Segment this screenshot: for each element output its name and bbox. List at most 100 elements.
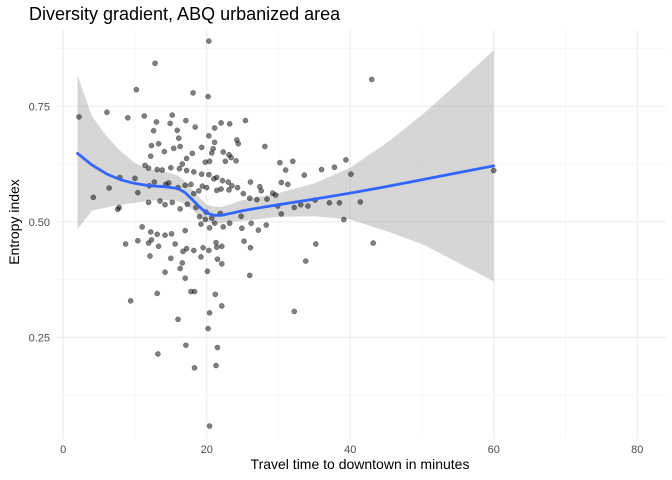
data-point	[254, 196, 260, 203]
data-point	[141, 113, 148, 119]
data-point	[162, 232, 168, 238]
x-tick-label: 20	[201, 444, 213, 456]
data-point	[155, 351, 161, 357]
data-point	[114, 206, 121, 213]
data-point	[222, 158, 229, 165]
data-point	[188, 181, 194, 188]
data-point	[176, 165, 183, 172]
data-point	[340, 216, 347, 223]
data-point	[203, 184, 210, 191]
data-point	[196, 213, 203, 220]
data-point	[147, 153, 154, 159]
data-point	[174, 127, 181, 134]
x-tick-label: 0	[60, 444, 66, 456]
data-point	[228, 154, 234, 161]
data-point	[183, 167, 190, 174]
data-point	[247, 244, 254, 251]
data-point	[191, 365, 198, 371]
smooth-line-layer	[76, 151, 496, 217]
data-point	[220, 149, 227, 155]
data-point	[218, 261, 225, 267]
data-point	[278, 211, 285, 217]
data-point	[213, 244, 220, 251]
y-axis-title: Entropy index	[6, 179, 22, 265]
data-point	[198, 221, 204, 227]
data-point	[343, 157, 349, 163]
data-point	[213, 239, 219, 246]
data-point	[90, 194, 97, 201]
data-point	[190, 90, 196, 96]
grid-layer	[56, 30, 666, 439]
data-point	[175, 316, 181, 323]
data-point	[200, 244, 206, 251]
data-point	[152, 60, 158, 67]
data-point	[211, 125, 218, 131]
smooth-trend-line	[76, 151, 496, 217]
data-point	[162, 269, 168, 275]
data-point	[168, 255, 174, 262]
data-point	[211, 220, 218, 226]
data-point	[179, 161, 186, 167]
data-point	[214, 344, 221, 351]
data-point	[148, 237, 155, 243]
data-point	[162, 201, 168, 208]
data-point	[183, 155, 190, 162]
data-point	[183, 245, 190, 252]
data-point	[218, 120, 224, 126]
data-point	[239, 225, 245, 232]
data-point	[206, 247, 212, 254]
data-point	[183, 117, 189, 124]
data-point	[370, 240, 377, 246]
data-point	[258, 188, 265, 194]
data-point	[211, 139, 218, 146]
data-point	[272, 192, 279, 198]
data-point	[198, 171, 205, 177]
x-tick-label: 80	[631, 444, 643, 456]
data-point	[169, 199, 176, 206]
data-point	[155, 140, 162, 147]
data-point	[190, 190, 197, 197]
data-point	[214, 256, 221, 263]
data-point	[184, 201, 191, 208]
data-point	[206, 158, 213, 165]
data-point	[196, 188, 202, 194]
data-point	[238, 213, 244, 220]
data-point	[182, 182, 188, 189]
data-point	[206, 38, 212, 44]
data-point	[291, 204, 298, 211]
data-point	[177, 265, 183, 272]
data-point	[106, 185, 112, 191]
x-axis-title: Travel time to downtown in minutes	[251, 456, 470, 472]
data-point	[104, 109, 110, 116]
data-point	[157, 198, 163, 204]
tick-label-layer: 0 20 40 60 80 0.25 0.50 0.75	[29, 101, 644, 456]
data-point	[165, 180, 172, 186]
data-point	[198, 144, 205, 151]
data-point	[124, 115, 131, 121]
data-point	[168, 164, 174, 171]
data-point	[206, 310, 213, 316]
data-point	[301, 172, 308, 178]
data-point	[139, 224, 145, 230]
data-point	[226, 187, 232, 193]
data-point	[179, 260, 186, 266]
data-point	[202, 216, 209, 223]
data-point	[177, 143, 183, 150]
data-point	[205, 93, 211, 100]
data-point	[206, 171, 212, 178]
confidence-band	[77, 50, 494, 282]
data-point	[240, 190, 247, 197]
data-point	[284, 181, 291, 188]
data-point	[218, 243, 225, 250]
data-point	[212, 291, 219, 298]
data-point	[190, 169, 197, 175]
data-point	[247, 179, 254, 185]
y-tick-label: 0.75	[29, 101, 50, 113]
data-point	[235, 140, 242, 147]
data-point	[302, 258, 309, 264]
data-point	[167, 120, 173, 127]
data-point	[154, 166, 160, 173]
points-layer	[76, 38, 497, 429]
x-tick-label: 40	[344, 444, 356, 456]
